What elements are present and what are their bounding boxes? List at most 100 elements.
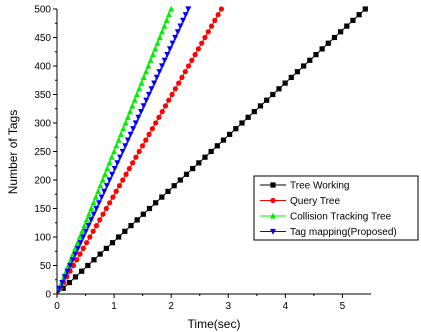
data-point <box>100 211 106 217</box>
data-point <box>202 154 208 160</box>
legend-marker <box>270 228 276 235</box>
data-point <box>72 245 79 251</box>
data-point <box>180 17 187 24</box>
legend-item: Tree Working <box>260 181 349 192</box>
data-point <box>152 45 159 52</box>
data-point <box>106 159 113 166</box>
data-point <box>72 251 79 258</box>
data-point <box>156 34 163 41</box>
data-point <box>301 63 307 69</box>
data-point <box>128 223 134 229</box>
data-point <box>109 171 116 178</box>
data-point <box>264 97 270 103</box>
data-point <box>196 160 202 166</box>
data-point <box>218 6 225 12</box>
data-point <box>161 22 168 29</box>
data-point <box>130 160 136 166</box>
data-point <box>162 103 169 109</box>
y-tick-label: 50 <box>40 261 52 272</box>
data-point <box>103 245 109 251</box>
data-point <box>77 251 83 257</box>
data-point <box>146 131 152 137</box>
data-point <box>270 91 276 98</box>
data-point <box>147 57 154 63</box>
data-point <box>81 222 88 229</box>
data-point <box>168 5 175 12</box>
data-point <box>95 188 102 194</box>
data-point <box>199 40 205 46</box>
data-point <box>149 126 155 132</box>
data-point <box>276 86 282 92</box>
data-point <box>131 97 138 103</box>
data-point <box>164 52 171 58</box>
series-layer <box>56 5 368 295</box>
data-point <box>74 257 80 263</box>
data-point <box>159 194 165 200</box>
data-point <box>85 223 92 229</box>
y-tick-label: 0 <box>45 290 51 301</box>
data-point <box>93 205 100 212</box>
data-point <box>93 223 100 229</box>
data-point <box>88 217 95 224</box>
y-tick-label: 100 <box>34 233 51 244</box>
axes <box>53 8 371 298</box>
data-point <box>143 68 150 75</box>
x-axis-title: Time(sec) <box>188 317 241 331</box>
y-tick-label: 500 <box>34 5 51 16</box>
data-point <box>126 166 132 172</box>
legend-item: Tag mapping(Proposed) <box>260 227 397 238</box>
data-point <box>85 211 92 217</box>
data-point <box>208 148 214 155</box>
data-point <box>109 240 116 246</box>
data-point <box>87 234 93 240</box>
data-point <box>208 23 215 29</box>
data-point <box>140 103 147 110</box>
data-point <box>136 148 142 155</box>
data-point <box>159 28 166 35</box>
data-point <box>124 114 131 120</box>
data-point <box>154 40 161 46</box>
data-point <box>138 109 145 115</box>
data-point <box>195 46 202 52</box>
data-point <box>127 108 134 115</box>
legend-marker <box>270 182 276 188</box>
data-point <box>215 12 221 18</box>
data-point <box>288 74 294 80</box>
data-point <box>97 217 103 223</box>
legend-marker <box>270 212 276 219</box>
data-point <box>294 69 301 75</box>
data-point <box>120 177 126 183</box>
data-point <box>251 109 257 115</box>
data-point <box>212 17 218 23</box>
data-point <box>189 57 195 63</box>
data-point <box>117 154 124 161</box>
data-point <box>99 176 106 183</box>
y-tick-label: 200 <box>34 176 51 187</box>
data-point <box>133 154 139 160</box>
data-point <box>138 79 145 86</box>
data-point <box>83 240 90 246</box>
series-1 <box>56 6 368 295</box>
data-point <box>116 183 123 189</box>
data-point <box>245 114 251 120</box>
data-point <box>182 69 188 75</box>
data-point <box>177 177 183 183</box>
data-point <box>96 200 103 206</box>
legend-label: Tag mapping(Proposed) <box>290 227 397 238</box>
data-point <box>67 262 74 269</box>
x-tick-label: 1 <box>111 301 117 312</box>
data-point <box>172 86 178 92</box>
data-point <box>80 234 87 241</box>
data-point <box>79 268 85 274</box>
data-point <box>97 182 104 189</box>
data-point <box>174 29 181 35</box>
data-point <box>356 12 362 18</box>
data-point <box>101 188 108 195</box>
data-point <box>113 142 120 149</box>
legend: Tree Working Query Tree Collision Tracking… <box>253 175 419 241</box>
data-point <box>227 131 233 137</box>
data-point <box>122 119 129 126</box>
data-point <box>192 52 198 58</box>
x-tick-label: 3 <box>225 301 231 312</box>
y-tick-label: 450 <box>34 33 51 44</box>
